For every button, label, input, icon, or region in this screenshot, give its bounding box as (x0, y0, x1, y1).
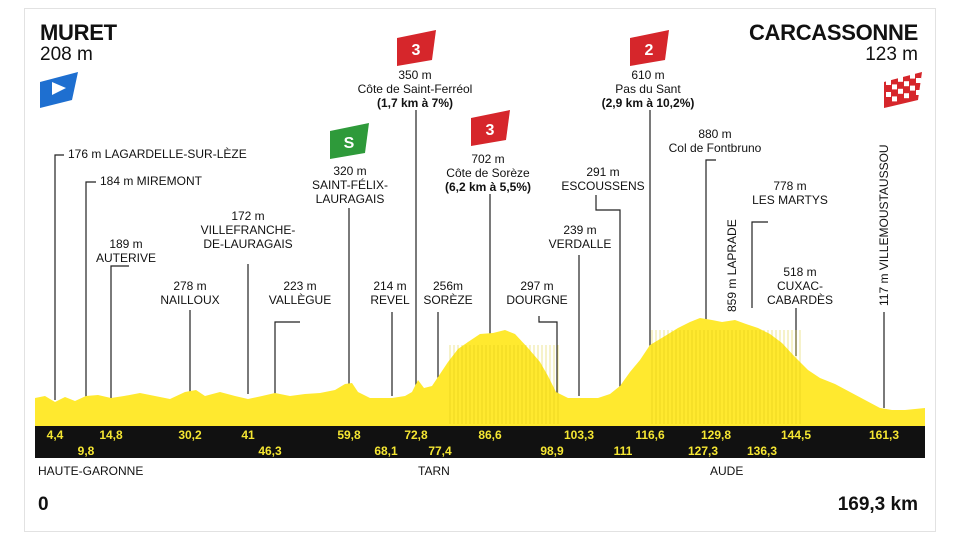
km-marker: 41 (241, 428, 255, 442)
km-bar (35, 426, 925, 458)
svg-text:3: 3 (412, 42, 421, 59)
km-marker: 59,8 (337, 428, 361, 442)
finish-city: CARCASSONNE (748, 20, 918, 45)
point-laprade: 859 m LAPRADE (725, 219, 739, 312)
km-marker: 68,1 (374, 444, 398, 458)
point-miremont: 184 m MIREMONT (100, 174, 203, 188)
svg-text:S: S (344, 135, 355, 152)
finish-altitude: 123 m (865, 44, 918, 65)
distance-start: 0 (38, 494, 49, 515)
km-marker: 77,4 (428, 444, 452, 458)
point-soreze-town: 256m SORÈZE (423, 279, 473, 307)
svg-text:3: 3 (486, 122, 495, 139)
km-marker: 161,3 (868, 428, 900, 442)
km-marker: 127,3 (687, 444, 719, 458)
leader-lines (54, 110, 885, 408)
checkered-finish-flag-icon (884, 72, 922, 108)
region-aude: AUDE (710, 464, 744, 478)
point-saint-felix: 320 m SAINT-FÉLIX- LAURAGAIS (311, 164, 388, 206)
km-marker: 46,3 (258, 444, 282, 458)
start-altitude: 208 m (40, 44, 93, 65)
point-revel: 214 m REVEL (370, 279, 410, 307)
point-vallegue: 223 m VALLÈGUE (268, 279, 332, 307)
start-flag-icon (40, 72, 78, 108)
climb-soreze: 702 m Côte de Sorèze (6,2 km à 5,5%) (444, 152, 532, 194)
km-marker: 111 (613, 444, 633, 458)
point-villefranche: 172 m VILLEFRANCHE- DE-LAURAGAIS (200, 209, 296, 251)
point-lagardelle: 176 m LAGARDELLE-SUR-LÈZE (68, 147, 247, 161)
sprint-flag-icon: S (330, 123, 369, 159)
start-city: MURET (40, 20, 117, 45)
climb-saint-ferreol: 350 m Côte de Saint-Ferréol (1,7 km à 7%) (357, 68, 473, 110)
region-tarn: TARN (418, 464, 450, 478)
point-auterive: 189 m AUTERIVE (95, 237, 156, 265)
point-nailloux: 278 m NAILLOUX (160, 279, 220, 307)
point-cuxac: 518 m CUXAC- CABARDÈS (766, 265, 834, 307)
km-marker: 4,4 (46, 428, 64, 442)
point-escoussens: 291 m ESCOUSSENS (561, 165, 645, 193)
region-haute-garonne: HAUTE-GARONNE (38, 464, 144, 478)
point-villemoustaussou: 117 m VILLEMOUSTAUSSOU (877, 144, 891, 306)
point-fontbruno: 880 m Col de Fontbruno (668, 127, 762, 155)
km-marker: 116,6 (635, 428, 665, 442)
km-marker: 86,6 (478, 428, 502, 442)
km-marker: 14,8 (99, 428, 123, 442)
km-marker: 144,5 (780, 428, 812, 442)
category-3-flag-icon: 3 (397, 30, 436, 66)
distance-end: 169,3 km (837, 494, 918, 515)
km-marker: 72,8 (404, 428, 428, 442)
point-dourgne: 297 m DOURGNE (506, 279, 568, 307)
km-marker: 98,9 (540, 444, 564, 458)
km-marker: 103,3 (563, 428, 595, 442)
point-les-martys: 778 m LES MARTYS (752, 179, 828, 207)
climb-pas-du-sant: 610 m Pas du Sant (2,9 km à 10,2%) (601, 68, 695, 110)
svg-text:2: 2 (645, 42, 654, 59)
km-marker: 9,8 (77, 444, 95, 458)
km-marker: 30,2 (178, 428, 202, 442)
category-2-flag-icon: 2 (630, 30, 669, 66)
km-marker: 129,8 (700, 428, 732, 442)
category-3-flag-icon: 3 (471, 110, 510, 146)
km-marker: 136,3 (746, 444, 778, 458)
profile-hatching (449, 330, 801, 424)
point-verdalle: 239 m VERDALLE (548, 223, 612, 251)
elevation-profile (35, 318, 925, 426)
frame (24, 8, 936, 532)
